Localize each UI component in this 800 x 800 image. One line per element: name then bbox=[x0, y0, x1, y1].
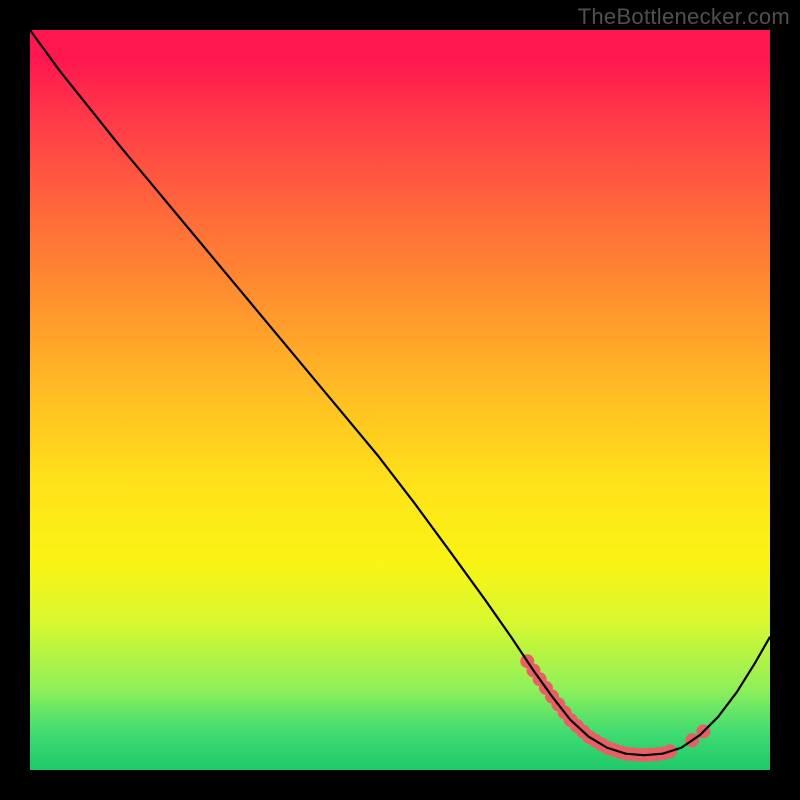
watermark-text: TheBottlenecker.com bbox=[578, 4, 790, 30]
chart-svg bbox=[30, 30, 770, 770]
plot-area bbox=[30, 30, 770, 770]
marker-series bbox=[520, 654, 710, 762]
bottleneck-curve bbox=[30, 30, 770, 755]
